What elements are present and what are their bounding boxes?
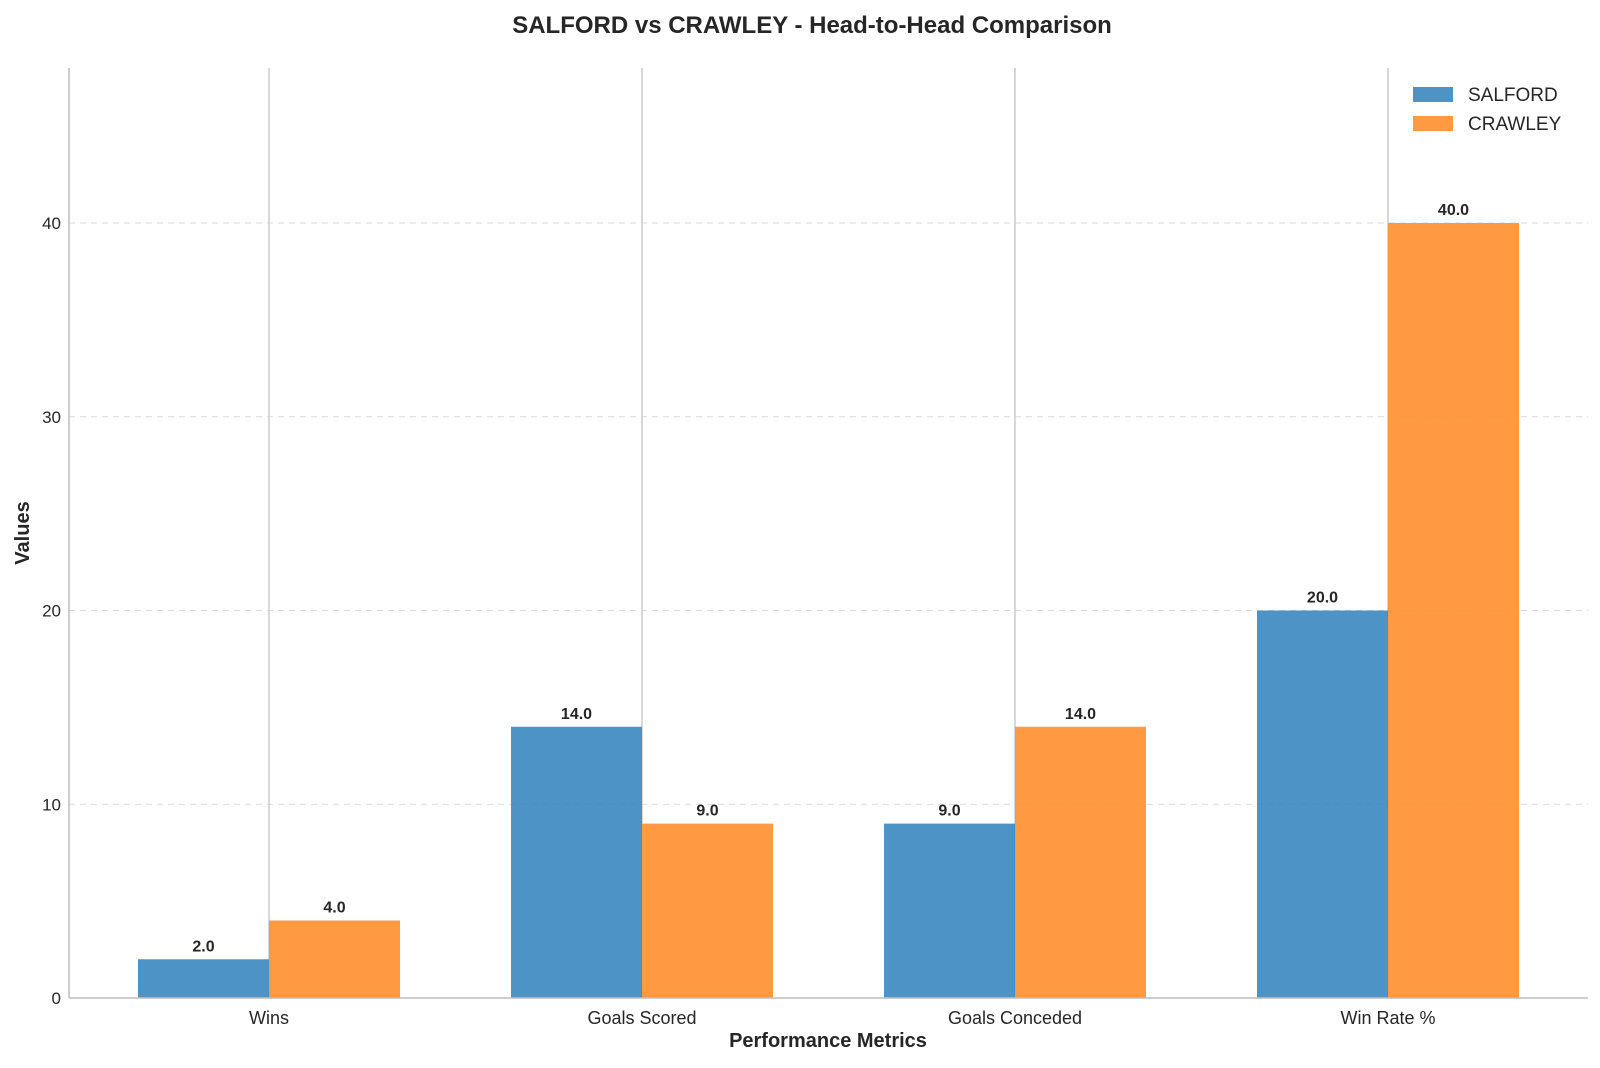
x-tick-label: Wins: [249, 1008, 289, 1028]
y-tick-label: 0: [52, 989, 61, 1008]
y-tick-label: 40: [42, 214, 61, 233]
bar-salford-goals-scored: [511, 726, 642, 998]
bar-crawley-wins: [269, 920, 400, 998]
data-labels: 2.0 4.0 14.0 9.0 9.0 14.0 20.0 40.0: [192, 202, 1469, 955]
y-tick-label: 30: [42, 408, 61, 427]
data-label: 9.0: [696, 803, 718, 820]
data-label: 4.0: [323, 900, 345, 917]
bar-salford-win-rate: [1257, 610, 1388, 998]
x-ticks: Wins Goals Scored Goals Conceded Win Rate %: [249, 1008, 1436, 1028]
bar-salford-goals-conceded: [884, 823, 1015, 998]
data-label: 14.0: [1065, 706, 1096, 723]
bar-salford-wins: [138, 959, 269, 998]
data-label: 9.0: [938, 803, 960, 820]
y-ticks: 0 10 20 30 40: [42, 214, 61, 1008]
y-axis-label: Values: [12, 501, 34, 564]
legend: SALFORD CRAWLEY: [1413, 85, 1562, 135]
chart-title: SALFORD vs CRAWLEY - Head-to-Head Compar…: [512, 12, 1112, 39]
bar-crawley-goals-conceded: [1015, 726, 1146, 998]
legend-label-salford: SALFORD: [1468, 85, 1558, 106]
legend-swatch-salford: [1413, 87, 1453, 102]
y-tick-label: 10: [42, 795, 61, 814]
bar-crawley-goals-scored: [642, 823, 773, 998]
bar-crawley-win-rate: [1388, 223, 1519, 998]
data-label: 40.0: [1438, 202, 1469, 219]
x-tick-label: Goals Conceded: [948, 1008, 1082, 1028]
legend-label-crawley: CRAWLEY: [1468, 114, 1562, 135]
legend-swatch-crawley: [1413, 116, 1453, 131]
data-label: 2.0: [192, 938, 214, 955]
x-tick-label: Goals Scored: [587, 1008, 696, 1028]
bars: [138, 223, 1519, 998]
data-label: 20.0: [1307, 590, 1338, 607]
y-tick-label: 20: [42, 602, 61, 621]
x-tick-label: Win Rate %: [1340, 1008, 1435, 1028]
data-label: 14.0: [561, 706, 592, 723]
x-axis-label: Performance Metrics: [729, 1030, 927, 1052]
category-separators: [268, 68, 1389, 998]
